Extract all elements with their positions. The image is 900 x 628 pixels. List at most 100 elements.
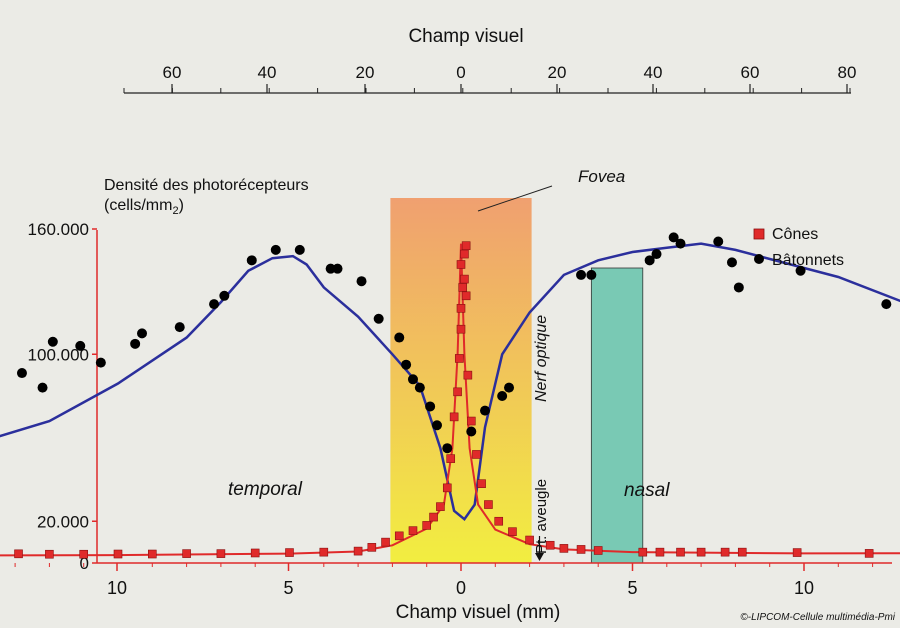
rod-point (332, 263, 343, 274)
cone-point (508, 527, 517, 536)
cone-point (463, 370, 473, 380)
cone-point (456, 304, 466, 313)
top-axis-tick-label: 60 (163, 63, 182, 82)
rod-point (407, 374, 418, 385)
rod-point (668, 232, 679, 243)
cone-point (446, 454, 456, 463)
legend-rods-label: Bâtonnets (772, 252, 844, 269)
rod-point (425, 401, 436, 412)
cone-point (408, 526, 418, 535)
rods-fit-curve (0, 242, 900, 522)
cone-point (676, 547, 685, 557)
cone-point (453, 387, 462, 397)
rod-point (394, 332, 405, 343)
rod-point (726, 257, 737, 268)
rod-point (75, 340, 86, 351)
cone-point (429, 512, 438, 522)
cone-point (14, 549, 23, 559)
rod-point (576, 269, 587, 280)
rod-point (219, 290, 230, 301)
top-axis-tick-label: 20 (548, 63, 567, 82)
rod-point (431, 420, 442, 431)
cone-point (458, 283, 468, 292)
top-axis-tick-label: 60 (741, 63, 760, 82)
cone-point (484, 500, 493, 509)
rod-point (414, 382, 425, 393)
legend-cones-marker (753, 228, 765, 240)
cone-point (720, 547, 730, 557)
y-axis-label-line1: Densité des photorécepteurs (104, 177, 309, 194)
rod-point (95, 357, 106, 368)
rod-point (130, 338, 141, 349)
cone-point (319, 547, 329, 557)
cone-point (422, 521, 432, 530)
rod-point (401, 359, 412, 370)
x-axis-tick-label: 10 (107, 578, 127, 598)
cone-point (545, 540, 555, 550)
cone-point (655, 547, 665, 557)
top-axis-tick-label: 40 (258, 63, 277, 82)
rod-point (795, 265, 806, 276)
rod-point (713, 236, 724, 247)
blind-spot-label: Pt. aveugle (533, 479, 550, 554)
nasal-label: nasal (624, 480, 670, 501)
cone-point (79, 549, 88, 559)
cone-point (456, 324, 466, 334)
rod-point (644, 255, 655, 266)
rod-point (733, 282, 744, 293)
rod-point (37, 382, 48, 393)
rod-point (137, 328, 148, 339)
temporal-label: temporal (228, 479, 303, 500)
x-axis-tick-label: 0 (456, 578, 466, 598)
x-axis-title: Champ visuel (mm) (396, 602, 561, 623)
cone-point (593, 546, 603, 555)
cone-point (737, 547, 747, 557)
cone-point (353, 546, 363, 556)
legend: Cônes Bâtonnets (753, 226, 844, 269)
rod-point (442, 443, 453, 454)
cone-point (576, 545, 586, 554)
cone-point (792, 548, 802, 557)
cone-point (381, 537, 390, 547)
credit-text: ©-LIPCOM-Cellule multimédia-Pmi (740, 612, 895, 623)
cone-point (477, 479, 486, 488)
rod-point (466, 426, 477, 437)
cone-point (367, 543, 377, 552)
cone-point (460, 274, 469, 284)
cone-point (45, 549, 54, 559)
rod-point (174, 322, 185, 333)
rod-point (356, 276, 367, 287)
rod-point (480, 405, 491, 416)
x-axis-tick-label: 10 (794, 578, 814, 598)
cone-point (472, 450, 481, 459)
cone-point (494, 516, 504, 526)
rod-point (504, 382, 515, 393)
rod-point (246, 255, 257, 266)
cone-point (148, 549, 157, 559)
rod-point (497, 391, 508, 401)
rod-point (325, 263, 336, 274)
cone-point (864, 549, 874, 558)
y-axis: 160.000 100.000 20.000 0 (28, 220, 98, 573)
rod-point (586, 269, 597, 280)
cone-point (461, 291, 471, 301)
cone-point (696, 547, 706, 557)
cone-point (638, 547, 648, 557)
cone-point (461, 241, 471, 250)
cone-point (216, 549, 226, 558)
cone-point (456, 260, 466, 269)
cone-point (460, 249, 469, 259)
cone-point (442, 483, 452, 493)
cone-point (394, 531, 404, 541)
rod-point (881, 299, 892, 310)
top-axis: 60 40 20 0 20 40 60 80 Champ visuel (123, 26, 857, 94)
top-axis-title: Champ visuel (408, 26, 523, 47)
cone-points (14, 241, 874, 559)
rod-point (651, 249, 662, 260)
nerf-optique-label: Nerf optique (533, 315, 550, 402)
cone-point (466, 416, 476, 426)
rod-point (294, 244, 305, 255)
top-axis-tick-label: 80 (838, 63, 857, 82)
top-axis-tick-label: 0 (456, 63, 465, 82)
cone-point (449, 412, 459, 422)
